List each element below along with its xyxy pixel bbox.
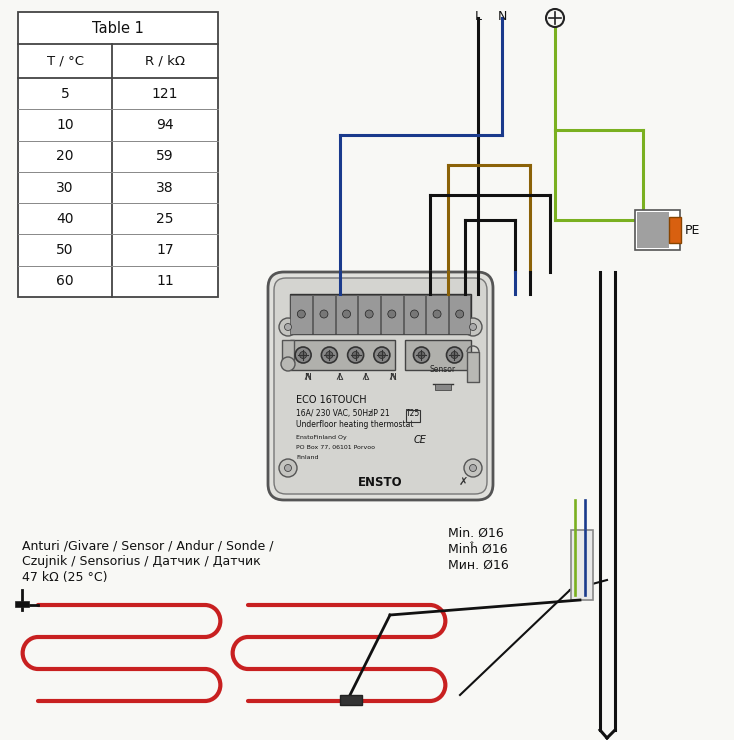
Circle shape	[470, 465, 476, 471]
Circle shape	[464, 459, 482, 477]
Circle shape	[352, 352, 359, 358]
Bar	[15, 601, 29, 607]
Text: 5: 5	[61, 87, 70, 101]
Text: PE: PE	[685, 223, 700, 237]
Text: Мин. Ø16: Мин. Ø16	[448, 559, 509, 571]
Circle shape	[321, 347, 338, 363]
Text: Min. Ø16: Min. Ø16	[448, 526, 504, 539]
Text: IP 21: IP 21	[371, 408, 390, 417]
Circle shape	[285, 323, 291, 331]
Text: 50: 50	[57, 243, 73, 257]
Text: PO Box 77, 06101 Porvoo: PO Box 77, 06101 Porvoo	[296, 445, 375, 449]
Bar	[635, 210, 680, 250]
Text: 30: 30	[57, 181, 73, 195]
Bar	[18, 12, 218, 297]
Circle shape	[348, 347, 363, 363]
Bar	[358, 295, 380, 334]
Bar	[637, 212, 669, 248]
Text: ENSTO: ENSTO	[358, 476, 403, 488]
Text: Table 1: Table 1	[92, 21, 144, 36]
Circle shape	[378, 352, 385, 358]
Text: Finland: Finland	[296, 454, 319, 460]
Bar	[669, 217, 681, 243]
Text: ECO 16TOUCH: ECO 16TOUCH	[296, 395, 366, 405]
Circle shape	[299, 352, 307, 358]
Circle shape	[297, 310, 305, 318]
FancyBboxPatch shape	[274, 278, 487, 494]
Bar	[435, 384, 451, 390]
Text: 17: 17	[156, 243, 174, 257]
Bar	[381, 295, 403, 334]
Text: 16A/ 230 VAC, 50Hz: 16A/ 230 VAC, 50Hz	[296, 408, 372, 417]
Circle shape	[388, 310, 396, 318]
Text: Minĥ Ø16: Minĥ Ø16	[448, 542, 508, 556]
Bar	[335, 295, 357, 334]
Text: EnstoFinland Oy: EnstoFinland Oy	[296, 434, 346, 440]
Text: T25: T25	[406, 408, 421, 417]
Text: L: L	[474, 10, 482, 23]
Text: Underfloor heating thermostat: Underfloor heating thermostat	[296, 420, 413, 428]
Text: Sensor: Sensor	[430, 365, 456, 374]
Bar	[340, 695, 362, 705]
Text: L: L	[338, 373, 343, 382]
Bar	[571, 530, 593, 600]
Bar	[313, 295, 335, 334]
Text: R / kΩ: R / kΩ	[145, 55, 185, 67]
Text: 20: 20	[57, 149, 73, 164]
Circle shape	[464, 318, 482, 336]
FancyBboxPatch shape	[268, 272, 493, 500]
Bar	[467, 352, 479, 382]
Text: 11: 11	[156, 275, 174, 289]
Text: Czujnik / Sensorius / Датчик / Датчик: Czujnik / Sensorius / Датчик / Датчик	[22, 556, 261, 568]
Circle shape	[326, 352, 333, 358]
Circle shape	[320, 310, 328, 318]
Circle shape	[418, 352, 425, 358]
Bar	[449, 295, 470, 334]
Text: 25: 25	[156, 212, 174, 226]
Circle shape	[374, 347, 390, 363]
Circle shape	[470, 323, 476, 331]
Bar	[404, 295, 425, 334]
Text: 59: 59	[156, 149, 174, 164]
Text: 60: 60	[57, 275, 74, 289]
Text: Anturi /Givare / Sensor / Andur / Sonde /: Anturi /Givare / Sensor / Andur / Sonde …	[22, 539, 274, 553]
Bar	[291, 295, 312, 334]
Text: L: L	[363, 373, 368, 382]
Circle shape	[285, 465, 291, 471]
Text: 121: 121	[152, 87, 178, 101]
Text: 94: 94	[156, 118, 174, 132]
Circle shape	[295, 347, 311, 363]
Circle shape	[410, 310, 418, 318]
Text: CE: CE	[414, 435, 427, 445]
Circle shape	[279, 459, 297, 477]
Text: 38: 38	[156, 181, 174, 195]
Text: N: N	[390, 373, 396, 382]
Bar	[405, 340, 471, 370]
Circle shape	[343, 310, 351, 318]
Bar	[426, 295, 448, 334]
Circle shape	[366, 310, 373, 318]
Text: T / °C: T / °C	[46, 55, 84, 67]
Circle shape	[446, 347, 462, 363]
Circle shape	[451, 352, 458, 358]
Circle shape	[281, 357, 295, 371]
Text: 40: 40	[57, 212, 73, 226]
Text: ✗: ✗	[458, 477, 468, 487]
Text: N: N	[498, 10, 506, 23]
Circle shape	[456, 310, 464, 318]
Circle shape	[433, 310, 441, 318]
Circle shape	[413, 347, 429, 363]
Text: 10: 10	[57, 118, 74, 132]
Text: N: N	[305, 373, 311, 382]
Bar	[406, 410, 420, 422]
Bar	[282, 340, 294, 362]
Text: 47 kΩ (25 °C): 47 kΩ (25 °C)	[22, 571, 107, 585]
Circle shape	[279, 318, 297, 336]
Bar	[290, 294, 471, 334]
Bar	[290, 340, 395, 370]
